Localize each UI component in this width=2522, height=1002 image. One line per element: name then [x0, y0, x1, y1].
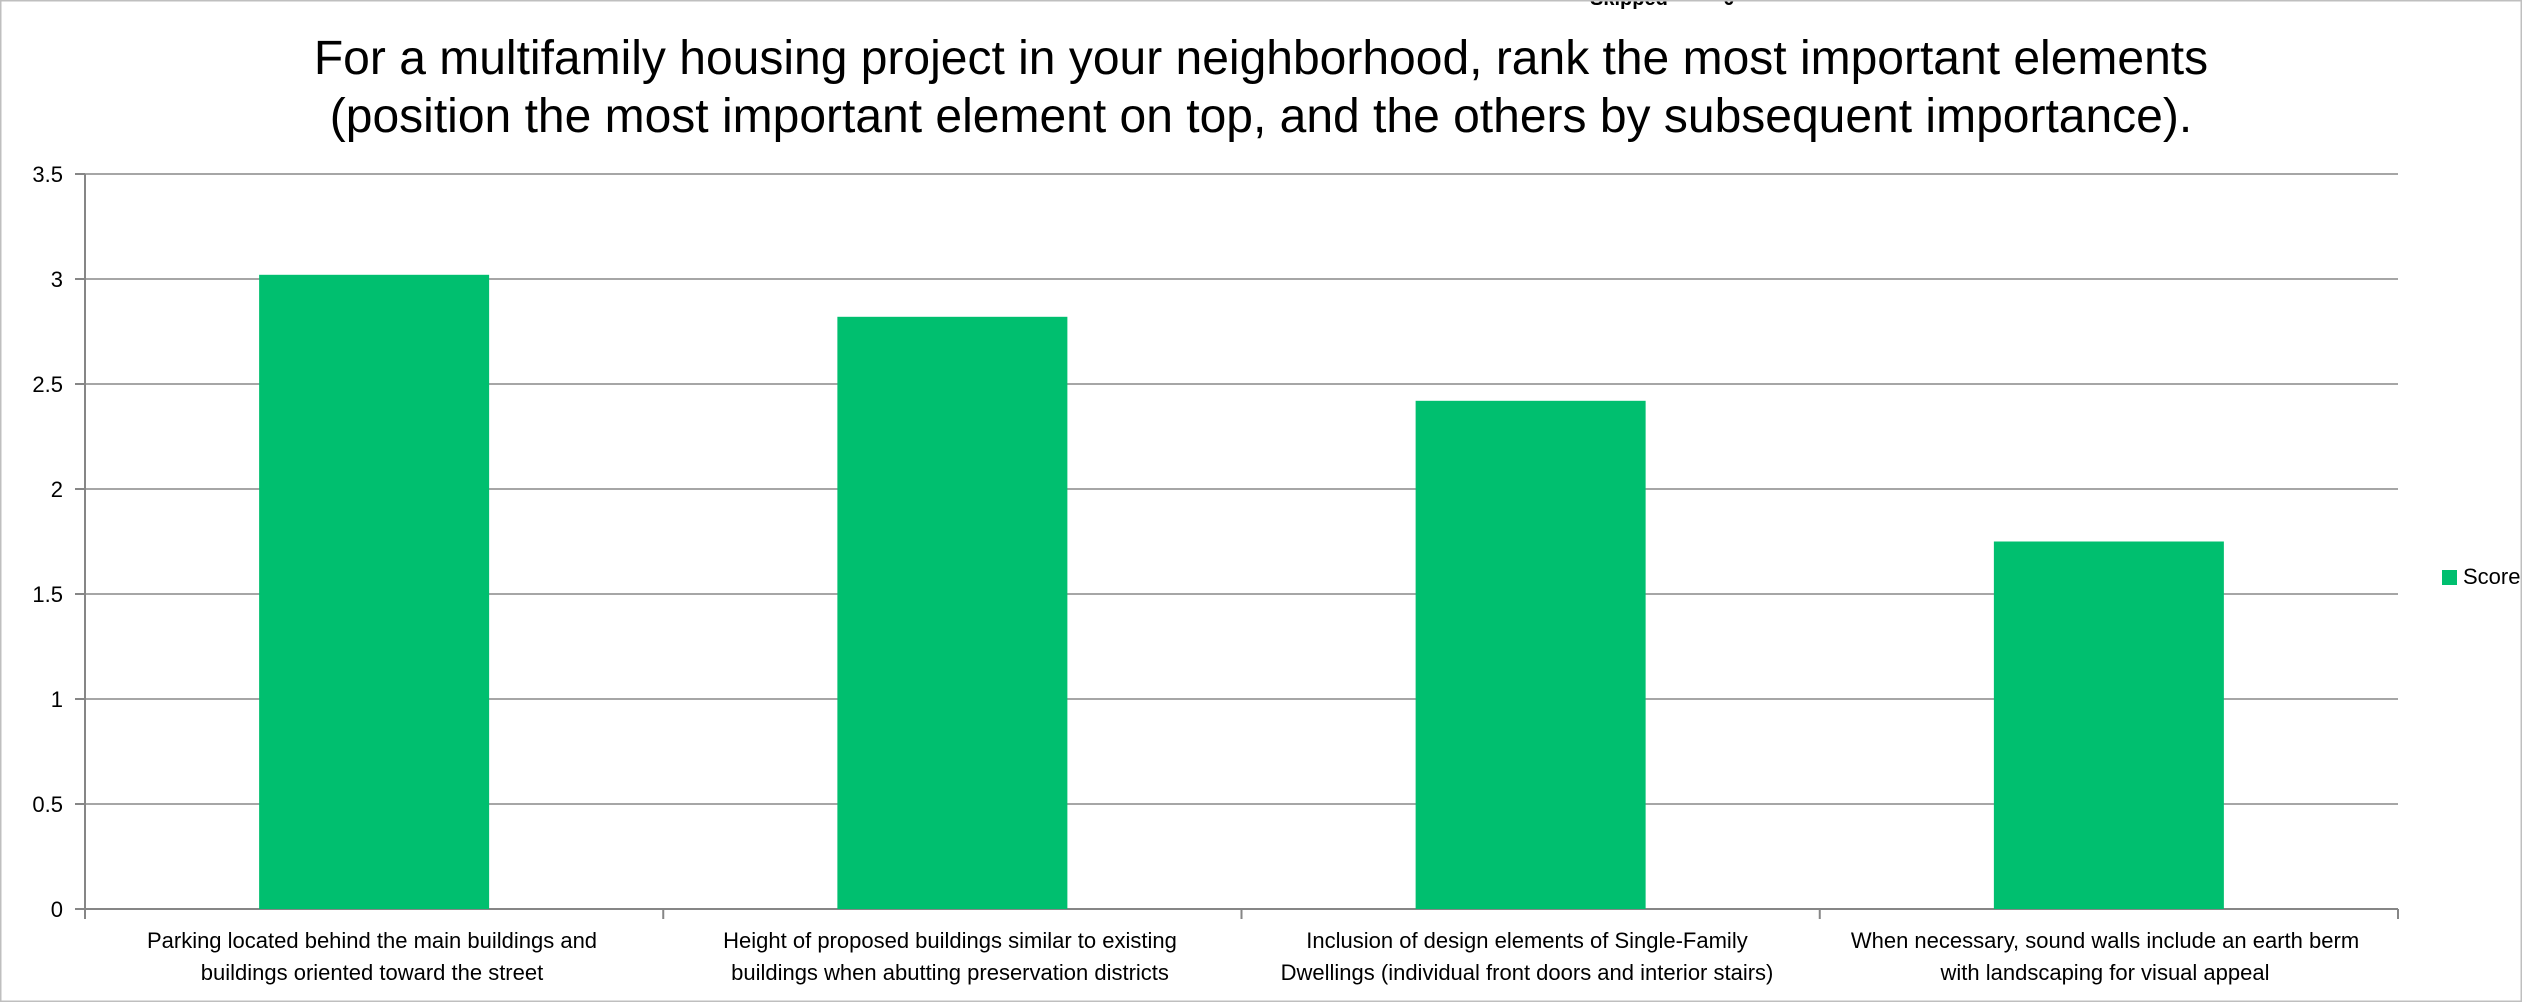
bar-3 [1415, 400, 1646, 909]
bar-1 [259, 274, 490, 909]
y-tick-label-3: 1.5 [32, 582, 63, 607]
chart-title-line-1: For a multifamily housing project in you… [313, 32, 2209, 85]
chart-title-line-2: (position the most important element on … [329, 90, 2193, 143]
x-tick-label-3-line-1: Inclusion of design elements of Single-F… [1306, 928, 1748, 953]
y-tick-label-6: 3 [51, 267, 63, 292]
legend: Score [2442, 564, 2520, 590]
x-tick-label-2-line-1: Height of proposed buildings similar to … [723, 928, 1177, 953]
y-tick-label-1: 0.5 [32, 792, 63, 817]
y-tick-label-5: 2.5 [32, 372, 63, 397]
legend-label-score: Score [2463, 564, 2521, 589]
y-tick-label-7: 3.5 [32, 162, 63, 187]
x-tick-label-4-line-1: When necessary, sound walls include an e… [1850, 928, 2360, 953]
bar-4 [1993, 541, 2224, 909]
x-tick-label-4-line-2: with landscaping for visual appeal [1940, 960, 2270, 985]
bar-2 [837, 316, 1068, 909]
x-tick-label-3-line-2: Dwellings (individual front doors and in… [1280, 960, 1774, 985]
clipped-header-text: Skipped 0 [1590, 0, 1734, 11]
x-tick-label-2: Height of proposed buildings similar to … [665, 925, 1235, 989]
x-tick-label-1: Parking located behind the main building… [87, 925, 657, 989]
x-tick-label-1-line-1: Parking located behind the main building… [146, 928, 598, 953]
x-tick-label-4: When necessary, sound walls include an e… [1820, 925, 2390, 989]
x-tick-label-2-line-2: buildings when abutting preservation dis… [731, 960, 1169, 985]
y-tick-label-2: 1 [51, 687, 63, 712]
x-tick-label-1-line-2: buildings oriented toward the street [200, 960, 544, 985]
legend-swatch-score [2442, 569, 2457, 585]
y-tick-label-0: 0 [51, 897, 63, 922]
y-tick-label-4: 2 [51, 477, 63, 502]
x-tick-label-3: Inclusion of design elements of Single-F… [1242, 925, 1812, 989]
